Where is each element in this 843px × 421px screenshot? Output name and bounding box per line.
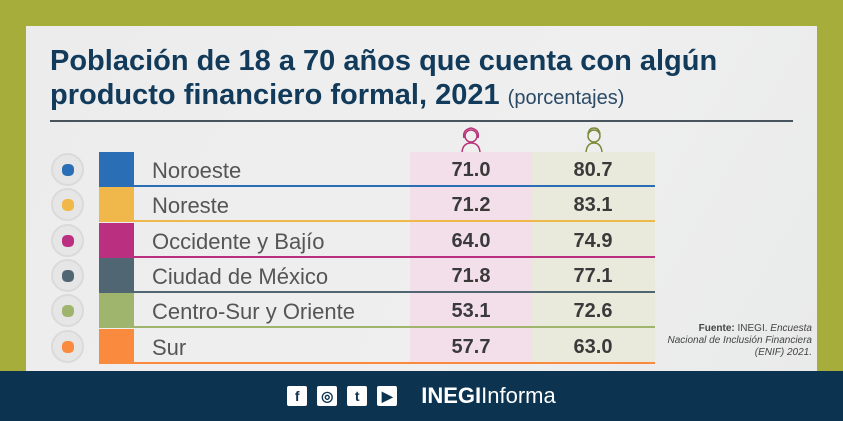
- table-row: Occidente y Bajío 64.0 74.9: [99, 222, 655, 258]
- women-value: 71.2: [451, 194, 491, 217]
- men-value: 72.6: [573, 300, 613, 323]
- men-value: 63.0: [573, 335, 613, 358]
- women-value: 57.7: [451, 335, 491, 358]
- table-row: Noreste 71.2 83.1: [99, 187, 655, 223]
- page-title: Población de 18 a 70 años que cuenta con…: [50, 44, 810, 115]
- twitter-icon[interactable]: t: [347, 386, 368, 406]
- women-value: 53.1: [451, 300, 491, 323]
- row-underline: [134, 185, 655, 187]
- men-value: 80.7: [573, 159, 613, 181]
- region-color-swatch: [99, 293, 134, 329]
- region-color-swatch: [99, 187, 134, 223]
- title-text: Población de 18 a 70 años que cuenta con…: [50, 45, 718, 111]
- youtube-icon[interactable]: ▶: [377, 386, 398, 406]
- region-map-icon: [51, 188, 84, 222]
- region-map-icon: [51, 153, 84, 186]
- region-map-icon: [51, 294, 84, 328]
- region-map-icon: [51, 258, 84, 292]
- men-value: 74.9: [573, 229, 613, 252]
- women-column: [410, 152, 532, 364]
- instagram-icon[interactable]: ◎: [317, 386, 338, 406]
- row-underline: [134, 361, 655, 364]
- region-label: Noreste: [152, 193, 230, 219]
- region-color-swatch: [99, 152, 134, 187]
- region-map-icon: [51, 223, 84, 257]
- region-label: Centro-Sur y Oriente: [152, 299, 355, 325]
- row-underline: [134, 290, 655, 293]
- man-icon: [585, 127, 603, 152]
- region-label: Noroeste: [152, 158, 242, 183]
- inegi-informa-logo[interactable]: INEGIInforma: [421, 383, 556, 409]
- footer-bar: f ◎ t ▶ INEGIInforma: [0, 371, 843, 421]
- region-color-swatch: [99, 257, 134, 293]
- facebook-icon[interactable]: f: [287, 386, 308, 406]
- region-color-swatch: [99, 222, 134, 258]
- region-label: Sur: [152, 334, 187, 360]
- men-value: 77.1: [573, 264, 613, 287]
- women-value: 71.0: [451, 159, 491, 181]
- table-row: Noroeste 71.0 80.7: [99, 152, 655, 187]
- source-text: Encuesta Nacional de Inclusión Financier…: [667, 323, 812, 358]
- source-note: Fuente: INEGI. Encuesta Nacional de Incl…: [662, 323, 812, 359]
- source-org: INEGI.: [737, 323, 768, 334]
- women-value: 64.0: [451, 229, 491, 252]
- subtitle: (porcentajes): [507, 87, 625, 109]
- table-row: Sur 57.7 63.0: [99, 328, 655, 364]
- brand-text: Informa: [481, 383, 556, 408]
- region-color-swatch: [99, 328, 134, 364]
- row-underline: [134, 255, 655, 258]
- women-value: 71.8: [451, 264, 491, 287]
- region-map-icon: [51, 329, 84, 363]
- woman-icon: [461, 127, 481, 152]
- divider: [50, 120, 793, 122]
- region-label: Occidente y Bajío: [152, 228, 325, 254]
- region-label: Ciudad de México: [152, 263, 329, 289]
- men-value: 83.1: [573, 194, 613, 217]
- row-underline: [134, 220, 655, 223]
- men-column: [532, 152, 655, 364]
- brand-bold: INEGI: [421, 383, 482, 408]
- table-row: Centro-Sur y Oriente 53.1 72.6: [99, 293, 655, 329]
- table-row: Ciudad de México 71.8 77.1: [99, 257, 655, 293]
- row-underline: [134, 326, 655, 329]
- source-label: Fuente:: [698, 323, 735, 334]
